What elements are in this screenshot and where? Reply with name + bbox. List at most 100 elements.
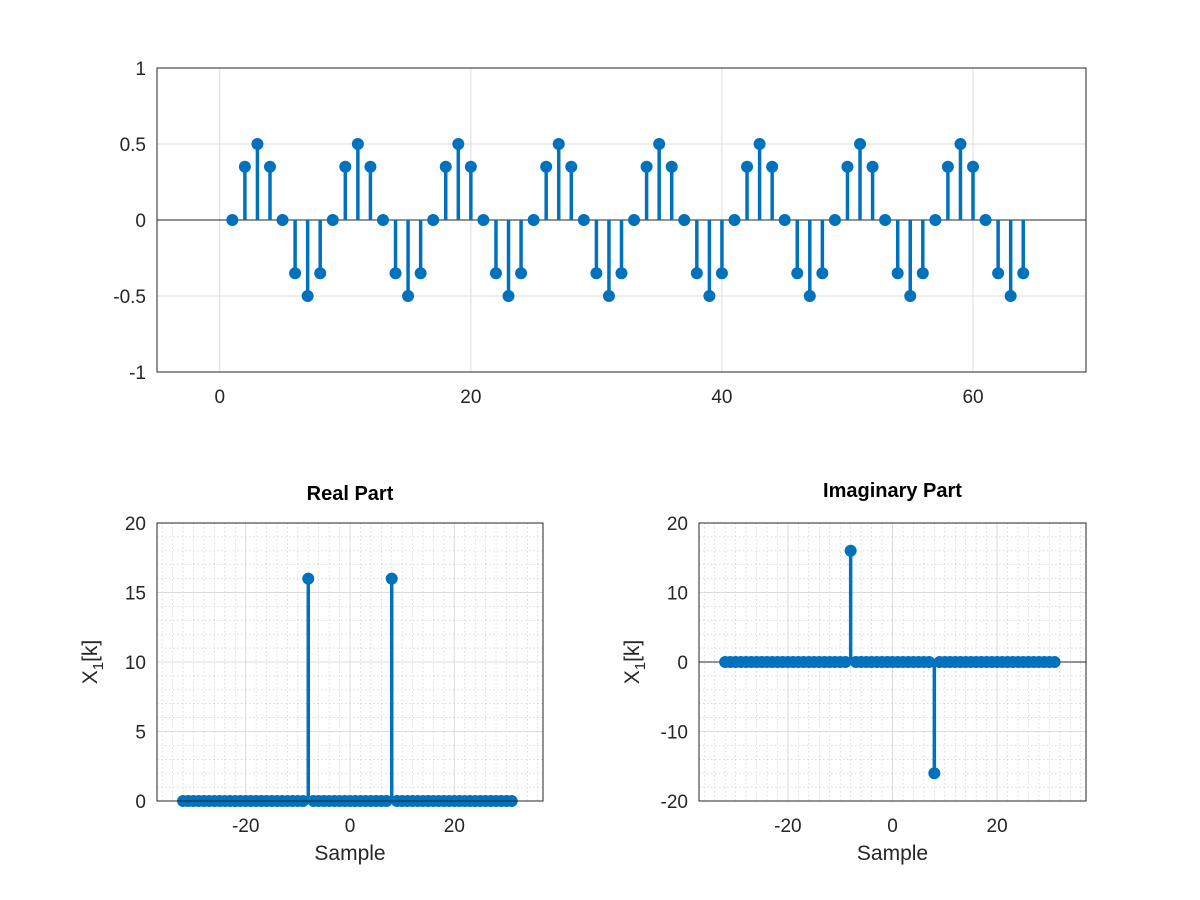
stem-marker bbox=[385, 572, 398, 585]
stem-marker bbox=[489, 267, 502, 280]
real-axes-frame bbox=[156, 522, 544, 802]
stem-marker bbox=[389, 267, 402, 280]
stem-marker bbox=[615, 267, 628, 280]
stem-marker bbox=[427, 214, 440, 226]
real-x-ticks: -20 0 20 bbox=[232, 816, 465, 837]
stem-marker bbox=[791, 267, 804, 280]
stem-marker bbox=[854, 138, 867, 150]
stem-marker bbox=[364, 160, 377, 173]
stem-marker bbox=[703, 290, 716, 302]
stem-marker bbox=[929, 214, 942, 226]
stem-marker bbox=[628, 214, 641, 226]
stem-marker bbox=[414, 267, 427, 280]
stem-marker bbox=[602, 290, 615, 302]
real-y-axis-label: X1[k] bbox=[79, 640, 107, 685]
stem-marker bbox=[1048, 656, 1061, 668]
real-y-tick-label: 15 bbox=[125, 584, 146, 605]
imag-x-tick-label: 0 bbox=[887, 816, 898, 837]
stem-marker bbox=[276, 214, 289, 226]
real-part-plot: Real Part -20 0 20 20 15 10 5 0 Sample X… bbox=[79, 483, 544, 865]
stem-marker bbox=[314, 267, 327, 280]
imag-y-axis-label: X1[k] bbox=[621, 640, 649, 685]
stem-marker bbox=[715, 267, 728, 280]
stem-marker bbox=[402, 290, 415, 302]
stem-marker bbox=[226, 214, 239, 226]
stem-marker bbox=[1017, 267, 1030, 280]
stem-marker bbox=[515, 267, 528, 280]
real-part-title: Real Part bbox=[307, 483, 394, 505]
real-stems bbox=[177, 572, 518, 807]
stem-marker bbox=[954, 138, 967, 150]
imag-y-tick-label: -10 bbox=[661, 723, 688, 744]
stem-marker bbox=[477, 214, 490, 226]
top-plot: 0 20 40 60 1 0.5 0 -0.5 -1 bbox=[113, 59, 1087, 408]
stem-marker bbox=[238, 160, 251, 173]
imag-y-label-main: X bbox=[621, 670, 644, 684]
stem-marker bbox=[289, 267, 302, 280]
imag-y-label-sub: 1 bbox=[632, 662, 649, 670]
stem-marker bbox=[828, 214, 841, 226]
stem-marker bbox=[904, 290, 917, 302]
stem-marker bbox=[376, 214, 389, 226]
top-x-tick-label: 20 bbox=[460, 387, 481, 408]
stem-marker bbox=[552, 138, 565, 150]
stem-marker bbox=[678, 214, 691, 226]
imag-y-tick-label: 20 bbox=[667, 514, 688, 535]
top-x-ticks: 0 20 40 60 bbox=[214, 387, 983, 408]
imag-x-tick-label: 20 bbox=[987, 816, 1008, 837]
top-y-tick-label: -1 bbox=[129, 363, 146, 384]
real-y-label-tail: [k] bbox=[79, 640, 102, 662]
stem-marker bbox=[326, 214, 339, 226]
stem-marker bbox=[841, 160, 854, 173]
real-x-tick-label: 0 bbox=[345, 816, 356, 837]
imaginary-part-title: Imaginary Part bbox=[823, 480, 962, 502]
stem-marker bbox=[753, 138, 766, 150]
stem-marker bbox=[251, 138, 264, 150]
imag-stems bbox=[719, 544, 1061, 780]
stem-marker bbox=[992, 267, 1005, 280]
top-x-tick-label: 40 bbox=[711, 387, 732, 408]
imag-y-label-tail: [k] bbox=[621, 640, 644, 662]
stem-marker bbox=[803, 290, 816, 302]
stem-marker bbox=[590, 267, 603, 280]
stem-marker bbox=[816, 267, 829, 280]
stem-marker bbox=[502, 290, 515, 302]
stem-marker bbox=[690, 267, 703, 280]
imag-y-tick-label: 10 bbox=[667, 584, 688, 605]
stem-marker bbox=[891, 267, 904, 280]
real-y-label-main: X bbox=[79, 670, 102, 684]
top-y-tick-label: 0 bbox=[135, 211, 146, 232]
real-y-tick-label: 20 bbox=[125, 514, 146, 535]
real-y-label-sub: 1 bbox=[90, 662, 107, 670]
top-axes-frame bbox=[156, 67, 1087, 373]
stem-marker bbox=[967, 160, 980, 173]
real-grid bbox=[157, 522, 543, 802]
stem-marker bbox=[778, 214, 791, 226]
imag-x-axis-label: Sample bbox=[857, 842, 928, 865]
top-y-tick-label: -0.5 bbox=[113, 287, 146, 308]
real-y-tick-label: 5 bbox=[135, 723, 146, 744]
top-x-tick-label: 60 bbox=[962, 387, 983, 408]
stem-marker bbox=[844, 544, 857, 557]
stem-marker bbox=[766, 160, 779, 173]
imag-y-tick-label: -20 bbox=[661, 792, 688, 813]
stem-marker bbox=[665, 160, 678, 173]
stem-marker bbox=[302, 572, 315, 585]
stem-marker bbox=[928, 767, 941, 780]
stem-marker bbox=[301, 290, 314, 302]
stem-marker bbox=[565, 160, 578, 173]
stem-marker bbox=[866, 160, 879, 173]
stem-marker bbox=[1004, 290, 1017, 302]
stem-marker bbox=[741, 160, 754, 173]
imag-y-tick-label: 0 bbox=[677, 653, 688, 674]
stem-marker bbox=[577, 214, 590, 226]
stem-marker bbox=[653, 138, 666, 150]
stem-marker bbox=[640, 160, 653, 173]
stem-marker bbox=[879, 214, 892, 226]
imag-x-ticks: -20 0 20 bbox=[774, 816, 1007, 837]
top-y-ticks: 1 0.5 0 -0.5 -1 bbox=[113, 59, 146, 384]
top-x-tick-label: 0 bbox=[214, 387, 225, 408]
real-y-tick-label: 10 bbox=[125, 653, 146, 674]
real-x-tick-label: 20 bbox=[444, 816, 465, 837]
